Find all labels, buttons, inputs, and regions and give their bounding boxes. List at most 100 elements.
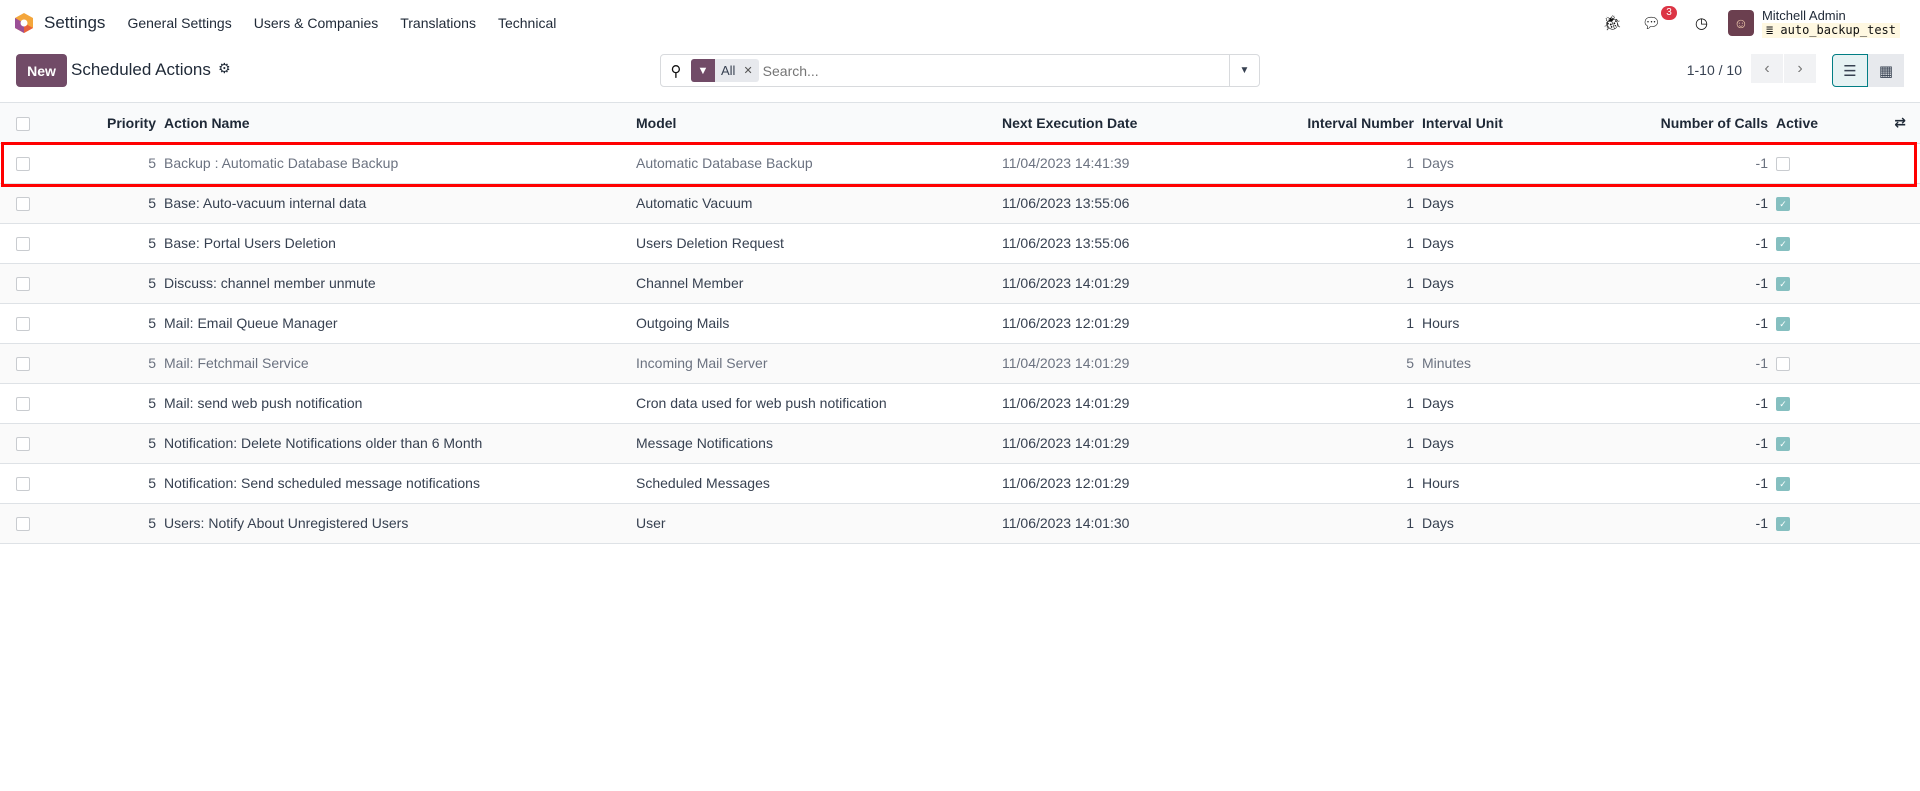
pager-value[interactable]: 1-10 / 10 [1686, 62, 1742, 78]
cell-model: Channel Member [636, 263, 1002, 304]
table-row[interactable]: 5 Users: Notify About Unregistered Users… [0, 503, 1920, 544]
row-select-checkbox[interactable] [16, 317, 30, 332]
active-checkbox[interactable]: ✓ [1776, 277, 1790, 292]
active-checkbox[interactable]: ✓ [1776, 397, 1790, 412]
active-checkbox[interactable]: ✓ [1776, 477, 1790, 492]
activity-clock-icon[interactable]: ◷ [1694, 15, 1708, 32]
active-checkbox[interactable] [1776, 357, 1790, 372]
row-select-checkbox[interactable] [16, 157, 30, 172]
cell-action-name: Notification: Send scheduled message not… [164, 463, 636, 504]
search-options-toggle-icon[interactable]: ▼ [1229, 55, 1259, 86]
search-icon[interactable]: ⚲ [670, 62, 682, 80]
new-button[interactable]: New [16, 54, 67, 87]
cell-number-of-calls: -1 [1636, 143, 1776, 184]
cell-number-of-calls: -1 [1636, 223, 1776, 264]
active-checkbox[interactable]: ✓ [1776, 317, 1790, 332]
cell-interval-number: 1 [1282, 383, 1422, 424]
cell-next-execution-date: 11/06/2023 13:55:06 [1002, 223, 1282, 264]
app-name[interactable]: Settings [44, 13, 106, 32]
table-row[interactable]: 5 Backup : Automatic Database Backup Aut… [0, 143, 1920, 184]
remove-facet-icon[interactable]: ✕ [743, 65, 753, 77]
row-select-checkbox[interactable] [16, 237, 30, 252]
filter-icon: ▼ [691, 59, 715, 82]
odoo-settings-logo-icon[interactable] [14, 12, 34, 34]
cell-model: Outgoing Mails [636, 303, 1002, 344]
page-title[interactable]: Scheduled Actions [71, 60, 211, 79]
active-checkbox[interactable]: ✓ [1776, 517, 1790, 532]
row-select-checkbox[interactable] [16, 437, 30, 452]
database-name: ≣ auto_backup_test [1761, 23, 1900, 38]
cell-priority: 5 [44, 343, 164, 384]
user-avatar[interactable]: ☺ [1727, 10, 1754, 36]
table-row[interactable]: 5 Mail: Email Queue Manager Outgoing Mai… [0, 303, 1920, 344]
cell-model: Message Notifications [636, 423, 1002, 464]
cell-model: Cron data used for web push notification [636, 383, 1002, 424]
list-view-icon[interactable]: ☰ [1832, 54, 1868, 87]
calendar-view-icon[interactable]: ▦ [1868, 54, 1904, 87]
column-interval-number[interactable]: Interval Number [1282, 103, 1422, 144]
pager-next-icon[interactable]: › [1784, 54, 1816, 83]
column-next-execution-date[interactable]: Next Execution Date [1002, 103, 1282, 144]
table-row[interactable]: 5 Discuss: channel member unmute Channel… [0, 263, 1920, 304]
cell-priority: 5 [44, 463, 164, 504]
gear-icon[interactable]: ⚙ [218, 60, 231, 76]
cell-interval-unit: Days [1422, 423, 1636, 464]
database-label: auto_backup_test [1780, 23, 1896, 37]
messages-chat-icon[interactable]: 💬︎ 3 [1642, 6, 1677, 32]
cell-model: Automatic Vacuum [636, 183, 1002, 224]
cell-number-of-calls: -1 [1636, 183, 1776, 224]
cell-interval-number: 1 [1282, 143, 1422, 184]
active-checkbox[interactable]: ✓ [1776, 197, 1790, 212]
table-row[interactable]: 5 Base: Portal Users Deletion Users Dele… [0, 223, 1920, 264]
select-all-checkbox[interactable] [16, 116, 30, 131]
row-select-checkbox[interactable] [16, 477, 30, 492]
active-checkbox[interactable]: ✓ [1776, 437, 1790, 452]
active-checkbox[interactable] [1776, 157, 1790, 172]
row-select-checkbox[interactable] [16, 277, 30, 292]
search-input[interactable] [762, 62, 1229, 79]
filter-facet: ▼ All ✕ [691, 59, 759, 82]
table-row[interactable]: 5 Mail: Fetchmail Service Incoming Mail … [0, 343, 1920, 384]
cell-interval-unit: Days [1422, 223, 1636, 264]
column-model[interactable]: Model [636, 103, 1002, 144]
menu-translations[interactable]: Translations [400, 15, 476, 31]
column-interval-unit[interactable]: Interval Unit [1422, 103, 1636, 144]
cell-next-execution-date: 11/06/2023 14:01:30 [1002, 503, 1282, 544]
column-action-name[interactable]: Action Name [164, 103, 636, 144]
cell-interval-unit: Hours [1422, 303, 1636, 344]
row-select-checkbox[interactable] [16, 357, 30, 372]
control-panel: New Scheduled Actions ⚙ ⚲ ▼ All ✕ ▼ 1-10 … [0, 46, 1920, 103]
table-row[interactable]: 5 Base: Auto-vacuum internal data Automa… [0, 183, 1920, 224]
cell-next-execution-date: 11/06/2023 13:55:06 [1002, 183, 1282, 224]
row-select-checkbox[interactable] [16, 397, 30, 412]
user-menu[interactable]: Mitchell Admin ≣ auto_backup_test [1761, 8, 1900, 38]
debug-bug-icon[interactable]: 🐞︎ [1602, 15, 1622, 32]
cell-interval-unit: Days [1422, 263, 1636, 304]
cell-priority: 5 [44, 143, 164, 184]
table-row[interactable]: 5 Mail: send web push notification Cron … [0, 383, 1920, 424]
cell-interval-unit: Days [1422, 183, 1636, 224]
optional-columns-toggle-icon[interactable]: ⇄ [1894, 114, 1906, 131]
cell-priority: 5 [44, 223, 164, 264]
search-bar: ⚲ ▼ All ✕ ▼ [660, 54, 1260, 87]
cell-number-of-calls: -1 [1636, 303, 1776, 344]
row-select-checkbox[interactable] [16, 197, 30, 212]
column-active[interactable]: Active [1776, 103, 1876, 144]
cell-action-name: Notification: Delete Notifications older… [164, 423, 636, 464]
pager-previous-icon[interactable]: ‹ [1751, 54, 1783, 83]
menu-general-settings[interactable]: General Settings [127, 15, 232, 31]
cell-interval-number: 1 [1282, 223, 1422, 264]
table-row[interactable]: 5 Notification: Send scheduled message n… [0, 463, 1920, 504]
menu-technical[interactable]: Technical [497, 15, 557, 31]
row-select-checkbox[interactable] [16, 517, 30, 532]
active-checkbox[interactable]: ✓ [1776, 237, 1790, 252]
cell-interval-unit: Days [1422, 143, 1636, 184]
column-priority[interactable]: Priority [44, 103, 164, 144]
menu-users-companies[interactable]: Users & Companies [253, 15, 379, 31]
column-number-of-calls[interactable]: Number of Calls [1636, 103, 1776, 144]
cell-number-of-calls: -1 [1636, 503, 1776, 544]
cell-model: Users Deletion Request [636, 223, 1002, 264]
facet-label: All [721, 63, 736, 78]
user-name: Mitchell Admin [1761, 8, 1846, 23]
table-row[interactable]: 5 Notification: Delete Notifications old… [0, 423, 1920, 464]
